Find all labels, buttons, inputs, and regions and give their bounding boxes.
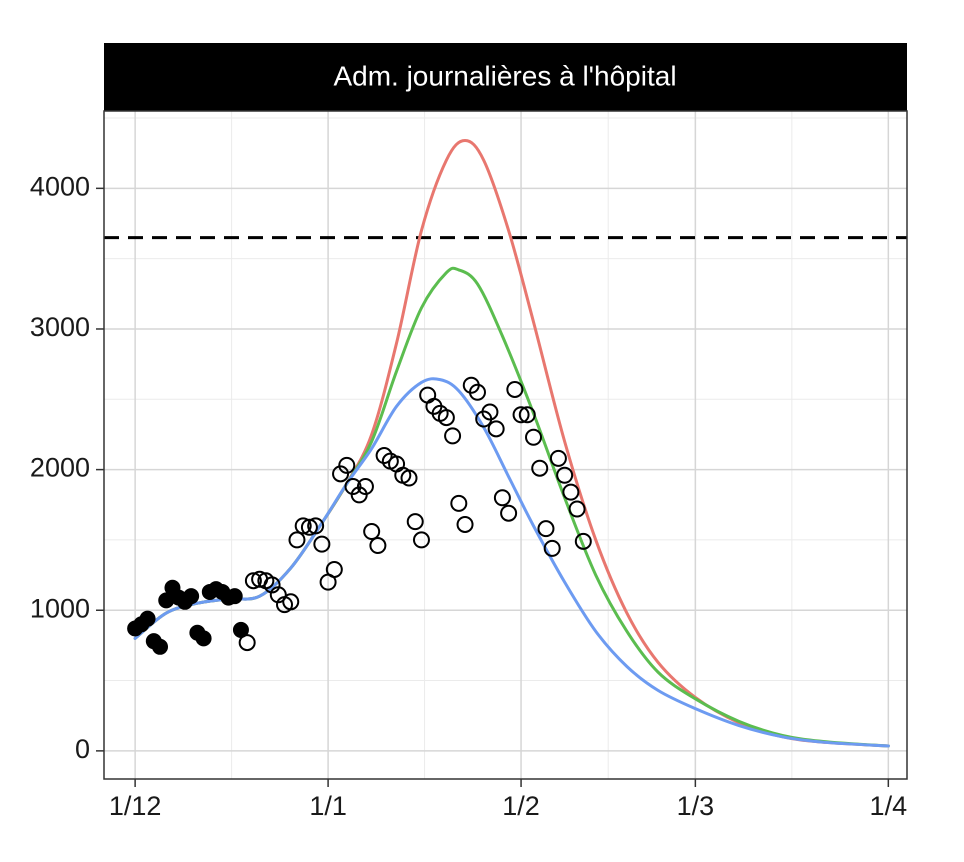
data-point-open <box>406 513 424 531</box>
data-point-open <box>543 539 561 557</box>
data-point-open <box>500 504 518 522</box>
data-point-open <box>288 531 306 549</box>
data-point-open <box>437 409 455 427</box>
data-point-open <box>456 515 474 533</box>
series-points <box>127 376 592 655</box>
x-tick-label: 1/1 <box>309 791 347 821</box>
data-point-open <box>369 537 387 555</box>
chart-title: Adm. journalières à l'hôpital <box>333 60 676 91</box>
data-point-open <box>356 477 374 495</box>
data-point-open <box>531 459 549 477</box>
x-tick-label: 1/4 <box>870 791 908 821</box>
data-point-open <box>350 486 368 504</box>
x-tick-label: 1/2 <box>502 791 540 821</box>
data-point-open <box>444 427 462 445</box>
data-point-open <box>300 518 318 536</box>
data-point-open <box>537 520 555 538</box>
data-point-open <box>574 532 592 550</box>
series-lines <box>133 139 890 748</box>
data-point-filled <box>139 610 156 627</box>
data-point-open <box>294 517 312 535</box>
axes: 0 1000 2000 3000 4000 1/12 1/1 1/2 1/3 1/4 <box>30 171 907 821</box>
data-point-filled <box>195 630 212 647</box>
data-point-open <box>332 465 350 483</box>
plot-area <box>103 110 908 780</box>
data-point-open <box>481 403 499 421</box>
data-point-open <box>506 380 524 398</box>
data-point-open <box>556 466 574 484</box>
y-tick-label: 1000 <box>30 593 90 623</box>
data-point-filled <box>226 588 243 605</box>
data-point-open <box>400 469 418 487</box>
data-point-open <box>468 383 486 401</box>
data-point-filled <box>152 638 169 655</box>
data-point-filled <box>183 588 200 605</box>
grid-major <box>104 111 907 779</box>
y-tick-label: 3000 <box>30 312 90 342</box>
data-point-open <box>549 449 567 467</box>
data-point-open <box>525 428 543 446</box>
y-tick-label: 0 <box>75 734 90 764</box>
series-line-2 <box>133 377 890 748</box>
data-point-open <box>518 406 536 424</box>
grid-minor <box>104 111 907 779</box>
data-point-open <box>512 406 530 424</box>
panel-strip-background <box>104 43 907 111</box>
data-point-open <box>282 593 300 611</box>
plot-background <box>104 111 907 779</box>
data-point-open <box>487 420 505 438</box>
data-point-open <box>238 634 256 652</box>
y-tick-label: 4000 <box>30 171 90 201</box>
data-point-open <box>562 483 580 501</box>
data-point-open <box>375 447 393 465</box>
data-point-open <box>412 531 430 549</box>
data-point-open <box>244 572 262 590</box>
x-tick-label: 1/3 <box>677 791 715 821</box>
data-point-open <box>450 494 468 512</box>
data-point-open <box>363 522 381 540</box>
panel-strip: Adm. journalières à l'hôpital <box>104 43 907 111</box>
data-point-open <box>568 500 586 518</box>
data-point-open <box>325 560 343 578</box>
x-tick-label: 1/12 <box>109 791 162 821</box>
data-point-open <box>338 456 356 474</box>
data-point-open <box>307 517 325 535</box>
data-point-open <box>313 535 331 553</box>
y-tick-label: 2000 <box>30 453 90 483</box>
plot-border <box>103 110 908 780</box>
data-point-open <box>344 477 362 495</box>
data-point-open <box>493 489 511 507</box>
